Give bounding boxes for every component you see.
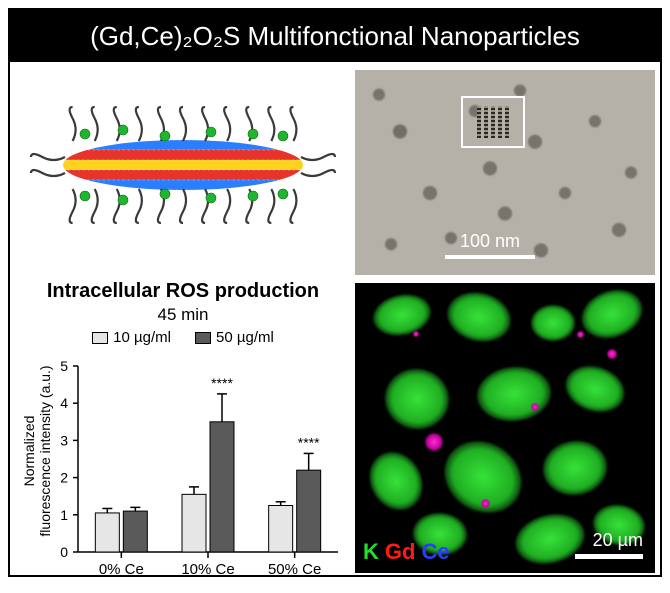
- lattice-fringe: [484, 106, 488, 138]
- tem-panel: 100 nm: [355, 70, 655, 275]
- lattice-fringe: [505, 106, 509, 138]
- svg-text:2: 2: [60, 470, 68, 486]
- channel-k: K: [363, 539, 379, 564]
- tem-scalebar-label: 100 nm: [460, 231, 520, 252]
- svg-text:Normalized: Normalized: [21, 416, 37, 487]
- svg-text:50% Ce: 50% Ce: [268, 561, 321, 578]
- svg-text:10% Ce: 10% Ce: [181, 561, 234, 578]
- svg-text:4: 4: [60, 395, 68, 411]
- fluor-scalebar-label: 20 µm: [593, 530, 643, 551]
- svg-text:5: 5: [60, 358, 68, 374]
- tem-scalebar-line: [445, 255, 535, 259]
- svg-text:fluorescence intensity (a.u.): fluorescence intensity (a.u.): [37, 365, 53, 536]
- cell: [380, 364, 453, 434]
- legend-item: 50 µg/ml: [195, 329, 274, 346]
- legend-chip: [92, 332, 108, 344]
- fluor-scalebar-line: [575, 554, 643, 559]
- cell: [369, 289, 434, 340]
- ros-bar-chart: 0 1 2 3 4 5 Normalizedfluorescence intensity (…: [18, 348, 348, 588]
- nanoparticle-schematic: [23, 75, 343, 255]
- tem-inset-box: [461, 96, 525, 148]
- svg-text:0: 0: [60, 544, 68, 560]
- svg-text:0% Ce: 0% Ce: [99, 561, 144, 578]
- cell: [531, 305, 575, 341]
- cell: [560, 359, 631, 419]
- svg-text:****: ****: [211, 375, 233, 391]
- channel-gd: Gd: [385, 539, 416, 564]
- cell: [474, 363, 553, 424]
- tem-scalebar: 100 nm: [445, 231, 535, 259]
- fluorescence-panel: KGdCe 20 µm: [355, 283, 655, 573]
- ros-chart-panel: Intracellular ROS production 45 min 10 µ…: [18, 280, 348, 572]
- magenta-spot: [481, 499, 490, 508]
- channel-labels: KGdCe: [363, 539, 456, 565]
- magenta-spot: [413, 331, 419, 337]
- cell: [575, 283, 649, 346]
- svg-text:3: 3: [60, 432, 68, 448]
- cell: [359, 443, 432, 520]
- legend-label: 10 µg/ml: [113, 329, 171, 346]
- cell: [431, 427, 535, 527]
- cell: [442, 286, 516, 348]
- figure-title: (Gd,Ce)₂O₂S Multifonctional Nanoparticle…: [90, 21, 580, 52]
- figure-title-bar: (Gd,Ce)₂O₂S Multifonctional Nanoparticle…: [10, 10, 660, 62]
- chart-legend: 10 µg/ml 50 µg/ml: [18, 329, 348, 346]
- magenta-spot: [577, 331, 584, 338]
- svg-text:****: ****: [298, 434, 320, 450]
- legend-item: 10 µg/ml: [92, 329, 171, 346]
- lattice-fringe: [477, 106, 481, 138]
- chart-title: Intracellular ROS production: [18, 280, 348, 303]
- magenta-spot: [607, 349, 617, 359]
- magenta-spot: [531, 403, 539, 411]
- legend-label: 50 µg/ml: [216, 329, 274, 346]
- channel-ce: Ce: [421, 539, 449, 564]
- fluor-scalebar: 20 µm: [575, 530, 643, 559]
- magenta-spot: [425, 433, 443, 451]
- chart-plot-area: 0 1 2 3 4 5 Normalizedfluorescence intensity (…: [18, 348, 348, 588]
- lattice-fringe: [498, 106, 502, 138]
- chart-subtitle: 45 min: [18, 305, 348, 325]
- schematic-panel: [18, 70, 348, 260]
- svg-text:1: 1: [60, 507, 68, 523]
- legend-chip: [195, 332, 211, 344]
- cell: [540, 437, 611, 499]
- lattice-fringe: [491, 106, 495, 138]
